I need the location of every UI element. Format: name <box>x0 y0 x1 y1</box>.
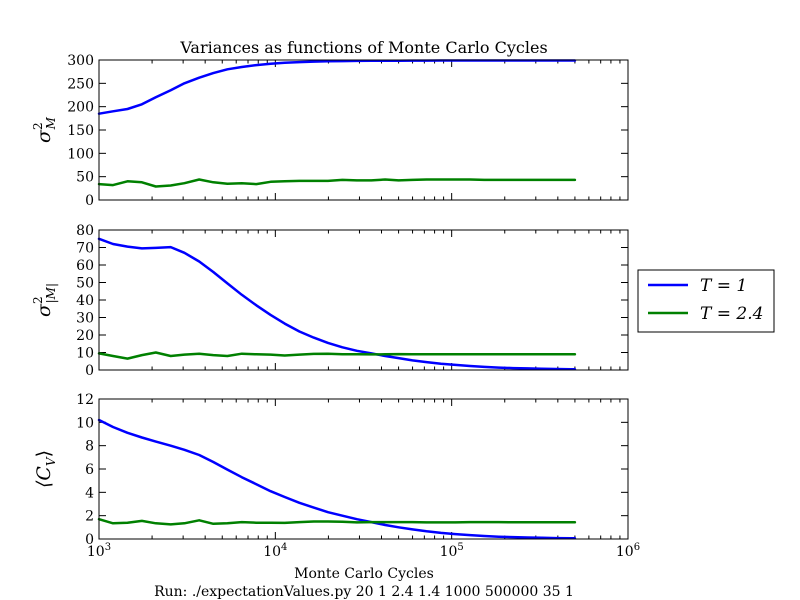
panel-1: 0 50 100 150 200 250 300 σ2M <box>31 53 629 209</box>
y-tick-label: 250 <box>67 76 94 92</box>
legend: T = 1 T = 2.4 <box>637 269 775 333</box>
y-tick-label: 0 <box>85 193 94 209</box>
legend-box <box>637 269 775 333</box>
series-line-t1 <box>97 418 577 540</box>
y-axis-label-part: M <box>44 116 58 130</box>
x-tick-label: 106 <box>616 542 640 560</box>
y-axis-label-part: ⟨C <box>33 466 55 488</box>
x-axis-label: Monte Carlo Cycles <box>294 566 434 582</box>
y-tick-label: 8 <box>85 439 94 455</box>
y-tick-label: 50 <box>76 170 94 186</box>
y-axis-label-part: σ <box>33 129 55 143</box>
y-axis-label-part: |M| <box>44 283 58 303</box>
panel-frame <box>98 398 629 540</box>
panel-frame <box>98 59 629 201</box>
series-line-t2-4 <box>97 178 577 188</box>
run-command-footer: Run: ./expectationValues.py 20 1 2.4 1.4… <box>154 584 574 600</box>
y-tick-label: 200 <box>67 100 94 116</box>
y-axis-label-part: σ <box>33 303 55 317</box>
y-axis-label-part: 2 <box>31 296 45 304</box>
legend-label-t2-4: T = 2.4 <box>700 304 763 324</box>
y-tick-label: 70 <box>76 241 94 257</box>
y-tick-label: 2 <box>85 509 94 525</box>
y-tick-label: 0 <box>85 363 94 379</box>
series-line-t2-4 <box>97 351 577 360</box>
panel-frame <box>98 229 629 371</box>
x-tick-label: 104 <box>263 542 287 560</box>
y-tick-label: 30 <box>76 311 94 327</box>
y-tick-label: 4 <box>85 485 94 501</box>
y-tick-label: 40 <box>76 293 94 309</box>
x-tick-label: 103 <box>87 542 111 560</box>
y-tick-label: 10 <box>76 346 94 362</box>
x-tick-label: 105 <box>440 542 464 560</box>
panel-3: 0 2 4 6 8 10 12 ⟨CV⟩ <box>33 392 629 548</box>
y-axis-label-part: V <box>44 456 58 466</box>
y-axis-label: ⟨CV⟩ <box>33 450 58 488</box>
y-axis-label-part: 2 <box>31 122 45 130</box>
y-tick-label: 300 <box>67 53 94 69</box>
x-tick-labels: 103 104 105 106 <box>87 542 640 560</box>
y-tick-label: 6 <box>85 462 94 478</box>
series-line-t1 <box>97 237 577 371</box>
y-axis-label-part: ⟩ <box>33 450 55 457</box>
y-tick-label: 100 <box>67 146 94 162</box>
y-tick-label: 60 <box>76 258 94 274</box>
y-tick-label: 20 <box>76 328 94 344</box>
panels-group: 050100150200250300σ2M01020304050607080σ2… <box>31 53 629 548</box>
chart-title: Variances as functions of Monte Carlo Cy… <box>179 38 547 57</box>
series-line-t2-4 <box>97 517 577 526</box>
legend-label-t1: T = 1 <box>700 276 747 296</box>
y-tick-label: 150 <box>67 123 94 139</box>
y-tick-label: 80 <box>76 223 94 239</box>
y-tick-label: 0 <box>85 532 94 548</box>
y-tick-label: 10 <box>76 415 94 431</box>
y-axis-label: σ2|M| <box>31 283 58 317</box>
y-tick-label: 50 <box>76 276 94 292</box>
y-tick-label: 12 <box>76 392 94 408</box>
y-axis-label: σ2M <box>31 116 58 143</box>
